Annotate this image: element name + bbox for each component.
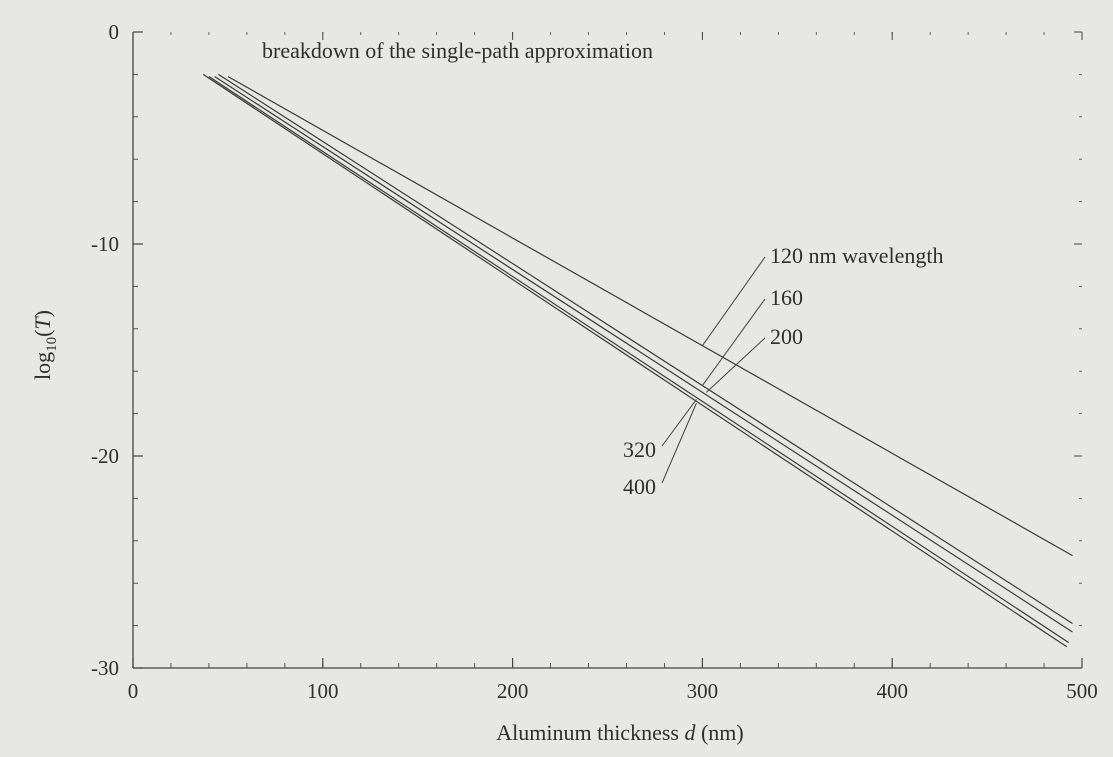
tick-labels: 0 100 200 300 400 500 0 -10 -20 -30 120 nm wavelen… [91,20,1098,703]
annotation: breakdown of the single-path approximati… [262,38,653,63]
ticks [132,31,1083,669]
x-tick-label: 400 [876,679,908,703]
label-leader [661,399,697,447]
series-label: 120 nm wavelength [770,243,944,268]
y-tick-label: 0 [109,20,120,44]
y-axis-title: log10(T) [30,310,60,380]
axes-frame [132,32,1082,669]
x-tick-label: 300 [687,679,719,703]
series-line [208,75,1070,644]
series-label: 160 [770,285,803,310]
x-axis-title: Aluminum thickness d (nm) [496,720,743,745]
x-tick-label: 200 [497,679,529,703]
label-leader [661,403,697,484]
series-line [227,75,1073,557]
x-tick-label: 500 [1066,679,1098,703]
y-tick-label: -30 [91,656,119,680]
label-leader [701,256,766,346]
series-label: 320 [623,437,656,462]
series-line [218,73,1073,625]
label-leader [706,337,766,393]
series-label: 400 [623,474,656,499]
label-leader [701,298,766,386]
x-tick-label: 100 [307,679,339,703]
series-line [202,73,1068,648]
series-line [214,75,1073,633]
y-tick-label: -10 [91,232,119,256]
series-lines [202,73,1073,648]
y-tick-label: -20 [91,444,119,468]
series-label: 200 [770,324,803,349]
x-tick-label: 0 [128,679,139,703]
label-leaders [661,256,766,484]
